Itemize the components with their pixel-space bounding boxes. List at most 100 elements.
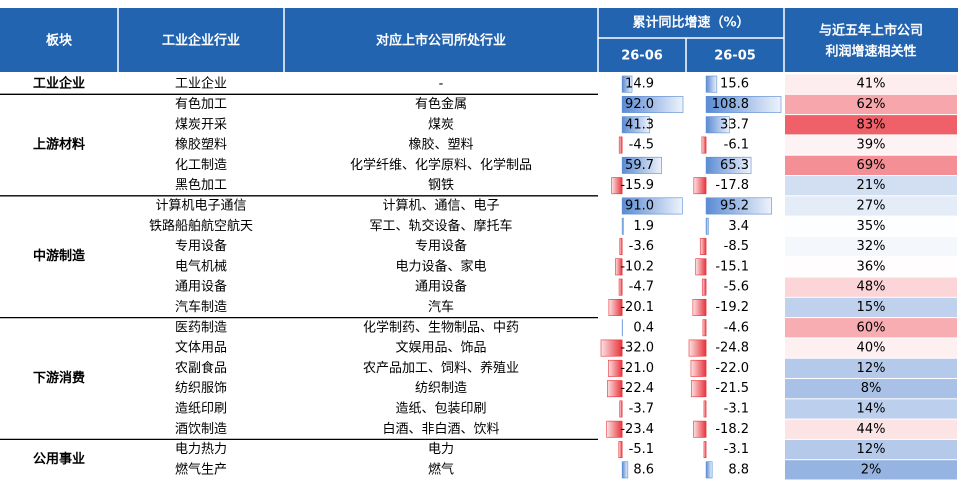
- listed-industry: 白酒、非白酒、饮料: [382, 421, 499, 437]
- industry: 农副食品: [175, 360, 227, 376]
- growth-value: -22.0: [715, 361, 749, 376]
- correlation-cell: [785, 318, 957, 338]
- data-bar: [705, 116, 730, 134]
- data-bar: [693, 177, 707, 195]
- header-cell: 工业企业行业: [162, 33, 240, 49]
- data-bar: [600, 339, 623, 357]
- header-cell: 对应上市公司所处行业: [376, 33, 506, 49]
- data-bar: [619, 238, 623, 255]
- data-bar: [608, 298, 623, 316]
- data-bar: [621, 461, 629, 479]
- listed-industry: 专用设备: [415, 238, 467, 254]
- data-bar: [618, 441, 623, 458]
- data-bar: [692, 298, 707, 316]
- listed-industry: -: [439, 77, 444, 92]
- correlation-label: 60%: [857, 320, 886, 335]
- growth-value: -21.0: [620, 361, 654, 376]
- data-bar: [705, 197, 772, 215]
- industry: 煤炭开采: [175, 117, 227, 132]
- growth-value: 41.3: [625, 117, 654, 132]
- growth-value: 33.7: [720, 117, 749, 132]
- listed-industry: 电力设备、家电: [395, 258, 486, 274]
- data-bar: [705, 96, 782, 113]
- correlation-label: 15%: [857, 300, 886, 315]
- correlation-label: 35%: [857, 219, 886, 234]
- correlation-label: 2%: [861, 462, 882, 477]
- growth-value: -23.4: [620, 422, 654, 437]
- data-bar: [703, 441, 707, 458]
- correlation-cell: [785, 257, 957, 277]
- correlation-label: 40%: [857, 341, 886, 356]
- growth-value: -17.8: [715, 178, 749, 193]
- correlation-label: 21%: [857, 178, 886, 193]
- listed-industry: 文娱用品、饰品: [395, 341, 486, 356]
- data-bar: [618, 278, 623, 296]
- growth-value: -21.5: [715, 381, 749, 396]
- growth-value: -10.2: [620, 259, 654, 274]
- correlation-cell: [785, 379, 957, 399]
- correlation-label: 12%: [857, 361, 886, 376]
- industry: 医药制造: [175, 320, 227, 335]
- listed-industry: 通用设备: [415, 279, 467, 295]
- data-bar: [705, 75, 718, 93]
- data-bar: [621, 197, 683, 215]
- data-bar: [699, 238, 707, 255]
- correlation-cell: [785, 439, 957, 460]
- data-bar: [621, 156, 662, 174]
- header-cell: 累计同比增速（%）: [632, 15, 749, 31]
- correlation-label: 32%: [857, 239, 886, 254]
- growth-value: -3.6: [629, 239, 654, 254]
- industry: 酒饮制造: [175, 422, 227, 437]
- industry: 工业企业: [175, 76, 227, 92]
- correlation-cell: [785, 196, 957, 216]
- correlation-cell: [785, 236, 957, 257]
- correlation-label: 41%: [857, 77, 886, 92]
- growth-value: -3.7: [629, 401, 654, 416]
- header-cell: 与近五年上市公司: [819, 23, 923, 39]
- data-bar: [703, 400, 707, 418]
- correlation-cell: [785, 94, 957, 115]
- growth-value: -19.2: [715, 300, 749, 315]
- growth-value: -20.1: [620, 300, 654, 315]
- correlation-label: 12%: [857, 442, 886, 457]
- correlation-cell: [785, 115, 957, 135]
- listed-industry: 造纸、包装印刷: [395, 401, 486, 416]
- correlation-cell: [785, 74, 957, 94]
- correlation-label: 44%: [857, 422, 886, 437]
- listed-industry: 有色金属: [415, 96, 467, 112]
- correlation-label: 14%: [857, 401, 886, 416]
- growth-value: -24.8: [715, 341, 749, 356]
- growth-value: -4.7: [629, 280, 654, 295]
- correlation-cell: [785, 399, 957, 419]
- data-bar: [701, 136, 707, 154]
- correlation-cell: [785, 358, 957, 378]
- listed-industry: 纺织制造: [415, 381, 467, 396]
- growth-value: 108.8: [712, 97, 749, 112]
- data-bar: [607, 380, 623, 398]
- growth-value: -18.2: [715, 422, 749, 437]
- data-bar: [621, 116, 650, 134]
- industry: 黑色加工: [175, 177, 227, 193]
- growth-value: -4.6: [724, 320, 749, 335]
- industry: 燃气生产: [175, 461, 227, 477]
- data-bar: [693, 420, 707, 438]
- correlation-cell: [785, 216, 957, 236]
- correlation-label: 39%: [857, 138, 886, 153]
- group-name: 上游材料: [33, 137, 85, 153]
- correlation-cell: [785, 155, 957, 175]
- header-dividers: [117, 8, 785, 72]
- industry: 计算机电子通信: [155, 198, 246, 213]
- header-bg: [0, 8, 958, 72]
- listed-industry: 橡胶、塑料: [408, 137, 473, 153]
- correlation-label: 8%: [861, 381, 882, 396]
- header-cell: 26-06: [621, 49, 663, 64]
- industry: 化工制造: [175, 158, 227, 173]
- correlation-cell: [785, 460, 957, 480]
- group-name: 中游制造: [33, 248, 86, 264]
- growth-value: -3.1: [724, 401, 749, 416]
- industry: 电气机械: [175, 258, 227, 274]
- data-bar: [702, 319, 707, 337]
- data-bar: [690, 359, 707, 377]
- growth-value: 8.6: [633, 462, 654, 477]
